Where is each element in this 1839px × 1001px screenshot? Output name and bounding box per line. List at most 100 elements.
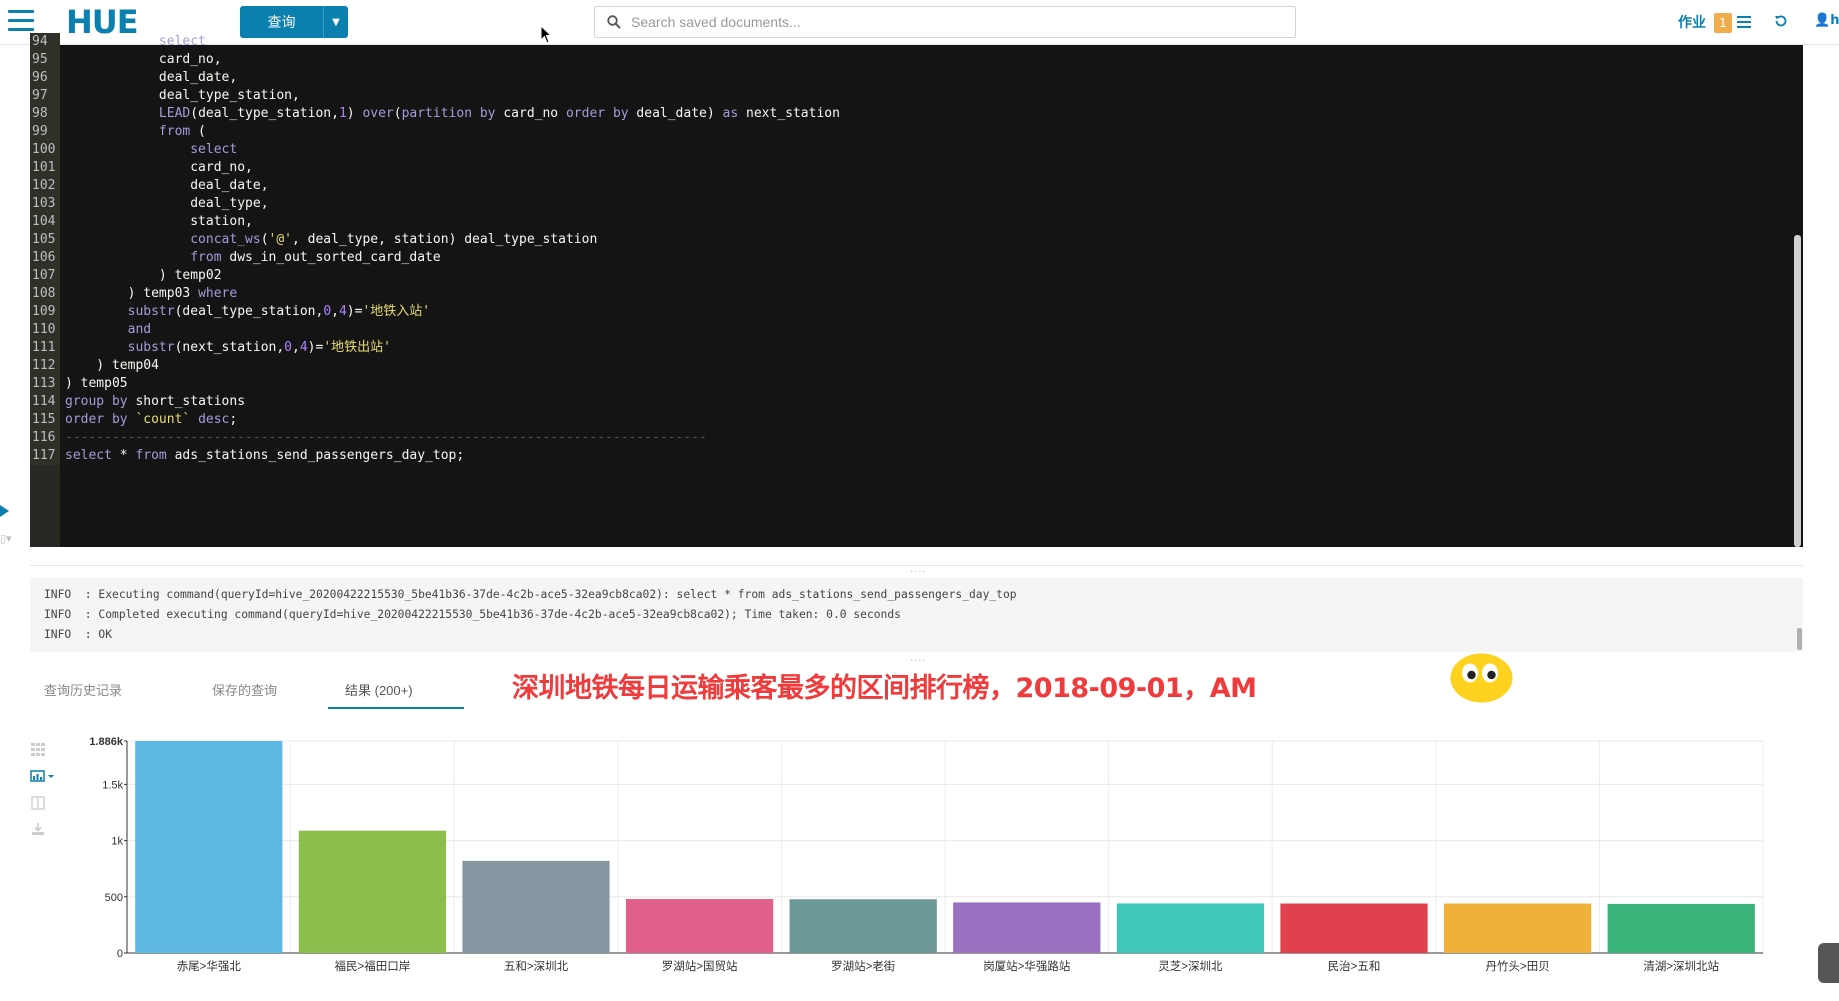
code-line: substr(next_station,0,4)='地铁出站' [127,340,391,355]
line-number: 112 [30,357,60,375]
line-number: 103 [30,195,60,213]
code-line: select * from ads_stations_send_passenge… [65,448,465,463]
code-line: concat_ws('@', deal_type, station) deal_… [190,232,598,247]
code-line: select [158,34,206,49]
line-number: 99 [30,123,60,141]
bar [789,899,937,953]
x-tick-label: 赤尾>华强北 [177,959,242,973]
execute-play-icon[interactable] [0,505,9,517]
x-tick-label: 五和>深圳北 [504,959,569,973]
search-input[interactable] [631,11,1271,33]
download-icon[interactable] [30,822,46,836]
grid-view-icon[interactable] [30,742,46,756]
corner-tab-button[interactable] [1818,943,1839,983]
line-number: 109 [30,303,60,321]
x-tick-label: 民治>五和 [1328,959,1381,973]
line-number: 94 [30,33,60,51]
bar [625,899,774,953]
editor-scrollbar[interactable] [1794,235,1801,547]
code-line: station, [190,214,253,229]
tab-results[interactable]: 结果 (200+) [345,683,413,698]
tab-saved-queries[interactable]: 保存的查询 [212,683,278,698]
x-tick-label: 罗湖站>国贸站 [662,959,738,973]
line-number: 100 [30,141,60,159]
query-button[interactable]: 查询 ▼ [240,6,348,38]
user-menu[interactable]: 👤hc [1814,13,1839,28]
search-box[interactable] [594,6,1296,38]
code-line: group by short_stations [65,394,246,409]
chevron-down-icon[interactable]: ▼ [332,16,340,28]
line-number: 107 [30,267,60,285]
jobs-count-badge[interactable]: 1 [1714,13,1732,33]
x-tick-label: 清湖>深圳北站 [1643,959,1719,973]
history-icon[interactable] [1774,14,1788,28]
editor-resizer[interactable] [30,565,1803,566]
user-icon: 👤 [1814,13,1831,28]
query-button-label[interactable]: 查询 [240,6,324,38]
emoji-face-icon [1450,653,1513,703]
active-tab-indicator [328,707,464,709]
y-tick-label: 1k [111,836,123,848]
code-line: LEAD(deal_type_station,1) over(partition… [158,106,840,121]
code-area[interactable]: select card_no, deal_date, deal_type_sta… [65,33,1785,465]
bar [298,830,447,953]
code-line: ----------------------------------------… [65,430,707,445]
search-icon [607,15,621,29]
code-line: card_no, [158,52,222,67]
x-tick-label: 罗湖站>老街 [831,959,896,973]
log-scrollbar[interactable] [1797,628,1802,650]
code-line: ) temp04 [65,358,159,373]
x-tick-label: 福民>福田口岸 [335,959,411,973]
log-line: INFO : OK [44,628,113,641]
line-number: 106 [30,249,60,267]
code-line: deal_type, [190,196,269,211]
code-line: from dws_in_out_sorted_card_date [190,250,441,265]
video-caption: 深圳地铁每日运输乘客最多的区间排行榜，2018-09-01，AM [512,673,1257,704]
bar [953,902,1101,953]
resizer-grip-icon[interactable]: ···· [910,567,927,578]
line-number: 115 [30,411,60,429]
x-tick-label: 灵芝>深圳北 [1158,959,1223,973]
top-bar: HUE 查询 ▼ 作业 1 👤hc [0,0,1839,45]
line-number: 117 [30,447,60,465]
line-number-gutter: 94 95 96 97 98 99 100 101 102 103 104 105 106 107 108 1… [30,33,60,547]
hamburger-menu-icon[interactable] [8,10,34,32]
jobs-link[interactable]: 作业 [1678,15,1706,31]
log-line: INFO : Completed executing command(query… [44,608,901,621]
x-tick-label: 丹竹头>田贝 [1485,959,1549,973]
bar-chart-icon[interactable] [30,769,58,783]
user-name: hc [1830,13,1839,28]
x-tick-label: 岗厦站>华强路站 [983,959,1071,973]
sql-editor[interactable]: 94 95 96 97 98 99 100 101 102 103 104 105 106 107 108 1… [30,33,1803,547]
code-line: substr(deal_type_station,0,4)='地铁入站' [127,304,431,319]
y-tick-label: 500 [105,892,123,904]
code-line: deal_date, [190,178,269,193]
y-tick-label: 0 [117,948,123,960]
list-icon[interactable] [1737,15,1751,29]
bar-chart: 0 500 1k 1.5k 1.886k 赤尾>华强北 福民>福田口岸 五和>深圳北 罗湖站>国… [89,736,1764,973]
y-tick-label: 1.5k [102,779,123,791]
log-resizer-grip-icon[interactable]: ···· [910,656,927,667]
line-number: 95 [30,51,60,69]
line-number: 101 [30,159,60,177]
code-line: from ( [158,124,206,139]
code-line: ) temp03 where [65,286,238,301]
line-number: 96 [30,69,60,87]
code-line: deal_date, [158,70,238,85]
line-number: 98 [30,105,60,123]
tab-query-history[interactable]: 查询历史记录 [44,683,123,698]
code-line: select [190,142,238,157]
bar [1116,903,1265,953]
side-snippet-icon[interactable]: ▯▾ [0,532,12,545]
hue-logo[interactable]: HUE [66,3,139,41]
line-number: 114 [30,393,60,411]
code-line: ) temp05 [65,376,128,391]
mouse-cursor-icon [540,25,553,44]
y-tick-label: 1.886k [89,736,124,748]
bar [1607,903,1755,953]
log-line: INFO : Executing command(queryId=hive_20… [44,588,1017,601]
line-number: 104 [30,213,60,231]
code-line: order by `count` desc; [65,412,238,427]
columns-icon[interactable] [30,796,46,810]
code-line: and [127,322,152,337]
